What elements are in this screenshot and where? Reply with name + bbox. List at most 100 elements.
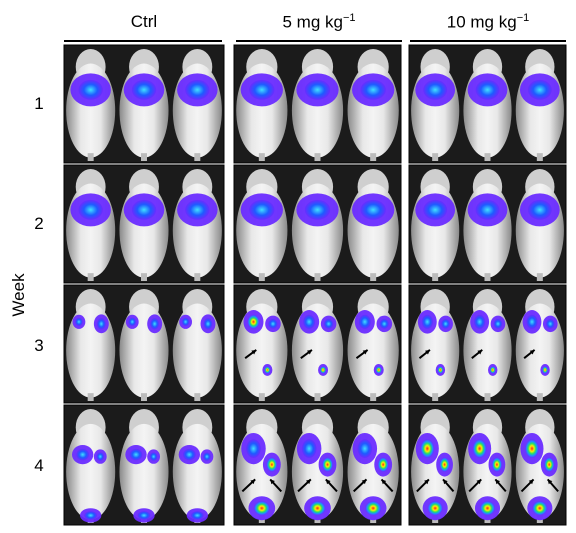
- panel-col3-week2: [408, 164, 567, 284]
- mouse-body: [66, 423, 116, 520]
- mouse: [119, 49, 169, 161]
- arrow-head: [270, 479, 275, 485]
- luminescence-core: [75, 317, 83, 327]
- mouse: [172, 49, 222, 161]
- row-label-week-2: 2: [34, 214, 44, 233]
- mouse: [411, 49, 460, 161]
- luminescence-core: [379, 318, 389, 329]
- luminescence-core: [304, 79, 331, 100]
- arrow-icon: [468, 478, 482, 493]
- arrow-head: [476, 479, 482, 485]
- mouse-tail: [484, 393, 491, 401]
- mouse-tail: [314, 273, 321, 281]
- mouse-tail: [194, 273, 201, 281]
- luminescence-core: [322, 457, 333, 472]
- mouse: [172, 169, 222, 281]
- row-label-week-4: 4: [34, 456, 44, 475]
- mouse: [66, 289, 116, 401]
- mouse-body: [172, 423, 222, 520]
- panel-col3-week1: [408, 44, 567, 164]
- mouse-tail: [432, 393, 439, 401]
- luminescence-core: [421, 314, 433, 329]
- arrow-icon: [523, 349, 536, 359]
- mouse: [515, 289, 564, 401]
- mouse: [236, 289, 288, 401]
- luminescence-core: [268, 318, 278, 329]
- luminescence-core: [246, 439, 261, 458]
- arrow-head: [306, 349, 312, 355]
- mouse: [172, 289, 222, 401]
- mouse-tail: [87, 273, 94, 281]
- luminescence-core: [527, 199, 552, 220]
- luminescence-core: [129, 448, 143, 461]
- panel-col1-week1: [63, 44, 225, 164]
- luminescence-core: [441, 318, 451, 329]
- panel-col1-week3: [63, 284, 225, 404]
- mouse: [411, 169, 460, 281]
- luminescence-core: [185, 199, 210, 220]
- luminescence-core: [360, 79, 386, 100]
- luminescence-core: [76, 448, 90, 461]
- luminescence-core: [96, 318, 106, 330]
- panel-col1-week2: [63, 164, 225, 284]
- arrow-icon: [297, 478, 312, 493]
- luminescence-core: [427, 501, 443, 516]
- panel-col2-week4: [233, 404, 402, 526]
- column-rule-5mg: [236, 40, 402, 42]
- luminescence-core: [131, 79, 157, 100]
- column-rule-10mg: [410, 40, 566, 42]
- mouse: [515, 169, 564, 281]
- luminescence-core: [358, 314, 371, 329]
- arrow-head: [529, 349, 535, 355]
- luminescence-core: [203, 452, 211, 461]
- mouse: [463, 169, 512, 281]
- luminescence-core: [475, 199, 500, 220]
- luminescence-core: [304, 199, 331, 220]
- arrow-head: [362, 349, 368, 355]
- mouse-tail: [370, 273, 377, 281]
- luminescence-core: [545, 318, 555, 329]
- arrow-icon: [325, 478, 338, 493]
- panel-col2-week2: [233, 164, 402, 284]
- luminescence-core: [247, 314, 260, 329]
- column-label-superscript: −1: [516, 12, 530, 24]
- arrow-head: [250, 479, 256, 485]
- arrow-head: [477, 349, 483, 355]
- mouse: [347, 409, 399, 523]
- mouse-body: [119, 303, 169, 398]
- arrow-icon: [442, 478, 455, 493]
- luminescence-core: [301, 439, 317, 458]
- luminescence-core: [309, 501, 326, 516]
- mouse-tail: [432, 153, 439, 161]
- luminescence-core: [544, 457, 555, 472]
- column-label: 10 mg kg: [446, 12, 517, 32]
- luminescence-core: [527, 79, 552, 100]
- luminescence-core: [96, 452, 105, 461]
- panel-col1-week4: [63, 404, 225, 526]
- luminescence-core: [78, 79, 103, 100]
- mouse-tail: [141, 153, 147, 161]
- mouse: [291, 289, 344, 401]
- mouse: [515, 49, 564, 161]
- mouse: [119, 409, 169, 523]
- mouse-tail: [370, 153, 377, 161]
- arrow-head: [381, 479, 387, 485]
- arrow-head: [361, 479, 367, 485]
- luminescence-core: [303, 314, 316, 329]
- arrow-icon: [244, 349, 257, 359]
- luminescence-core: [360, 199, 386, 220]
- mouse: [119, 289, 169, 401]
- mouse-tail: [258, 153, 265, 161]
- arrow-icon: [241, 478, 256, 493]
- mouse: [411, 289, 460, 401]
- mouse: [463, 289, 512, 401]
- luminescence-core: [475, 79, 500, 100]
- row-label-week-3: 3: [34, 336, 44, 355]
- mouse-tail: [141, 393, 147, 401]
- mouse-body: [172, 303, 222, 398]
- luminescence-core: [182, 448, 196, 461]
- luminescence-core: [137, 511, 151, 520]
- column-rule-ctrl: [64, 40, 222, 42]
- mouse: [66, 409, 116, 523]
